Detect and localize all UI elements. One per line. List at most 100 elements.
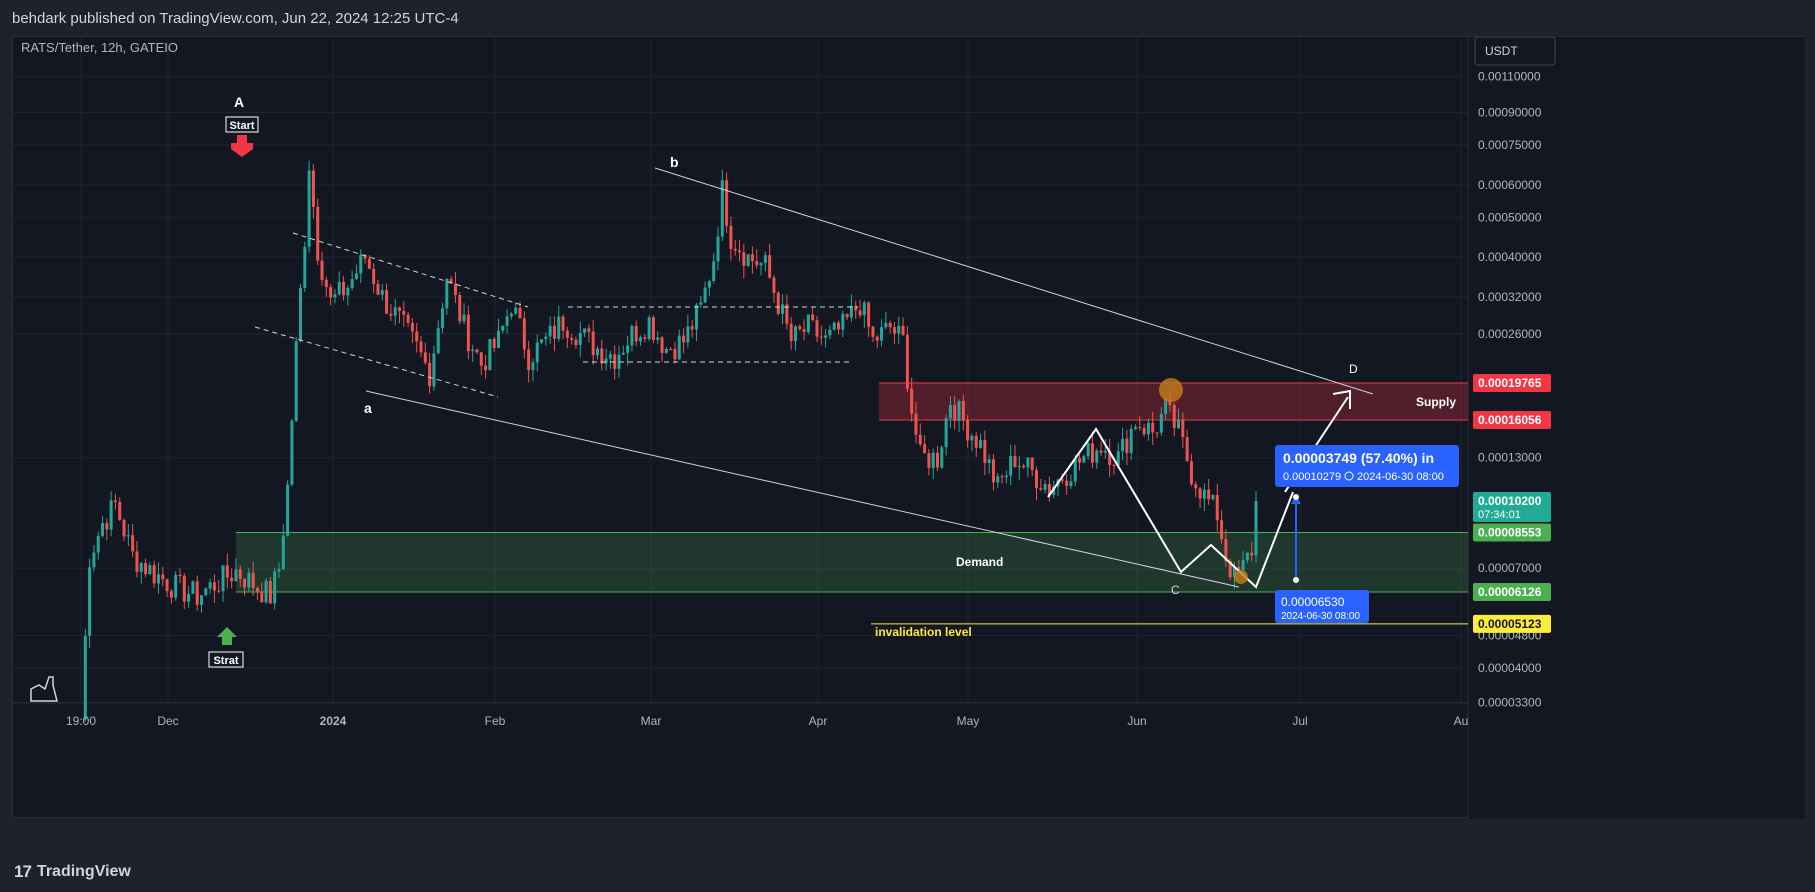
candle-body	[811, 314, 815, 321]
candle-body	[1009, 455, 1013, 476]
candle-body	[204, 588, 208, 596]
candle-body	[1146, 422, 1150, 435]
candle-body	[333, 294, 337, 298]
candle-body	[406, 314, 410, 323]
candle-body	[1121, 438, 1125, 452]
candle-body	[694, 304, 698, 330]
candle-body	[1108, 450, 1112, 466]
candle-body	[828, 329, 832, 336]
candle-body	[1189, 461, 1193, 485]
candle-body	[858, 310, 862, 316]
start-arrow-icon	[231, 143, 253, 157]
candle-body	[707, 281, 711, 288]
candle-body	[273, 571, 277, 604]
replay-dino-icon[interactable]	[30, 676, 58, 702]
candle-body	[647, 317, 651, 339]
candle-body	[152, 565, 156, 584]
candle-body	[144, 562, 148, 575]
candle-body	[639, 337, 643, 342]
candle-body	[324, 279, 328, 288]
candle-body	[944, 418, 948, 448]
candle-body	[479, 352, 483, 366]
candle-body	[845, 313, 849, 318]
candle-body	[342, 281, 346, 296]
candle-body	[501, 325, 505, 331]
candle-body	[837, 322, 841, 330]
candle-body	[1052, 486, 1056, 495]
candle-body	[1078, 458, 1082, 463]
candle-body	[548, 325, 552, 337]
candle-body	[453, 283, 457, 295]
candle-body	[815, 320, 819, 337]
candle-body	[109, 500, 113, 530]
measure-start-value: 0.00006530	[1281, 595, 1345, 609]
chart-canvas[interactable]: Supply Demand invalidation level Aa b C D Start…	[13, 37, 1805, 819]
candle-body	[561, 316, 565, 331]
candle-body	[1017, 465, 1021, 468]
candle-body	[488, 338, 492, 371]
candle-body	[484, 365, 488, 371]
candle-body	[1030, 457, 1034, 471]
candle-body	[552, 325, 556, 339]
price-tag	[1473, 411, 1551, 430]
currency-label: USDT	[1485, 44, 1518, 58]
y-tick-label: 0.00032000	[1478, 290, 1542, 304]
x-tick-label: Au	[1454, 714, 1469, 728]
candle-body	[1172, 404, 1176, 429]
candle-body	[983, 440, 987, 464]
candle-body	[699, 302, 703, 305]
candle-body	[763, 255, 767, 263]
candle-body	[316, 206, 320, 261]
candle-body	[677, 335, 681, 360]
measure-start-time: 2024-06-30 08:00	[1281, 611, 1360, 622]
candle-body	[346, 287, 350, 296]
candle-body	[458, 294, 462, 322]
candle-body	[712, 261, 716, 282]
candle-body	[871, 326, 875, 337]
candle-body	[354, 273, 358, 280]
candle-body	[531, 362, 535, 371]
candle-body	[1194, 484, 1198, 489]
candle-body	[419, 341, 423, 353]
candle-body	[819, 336, 823, 338]
candle-body	[281, 535, 285, 570]
candle-body	[380, 290, 384, 295]
candle-body	[759, 262, 763, 266]
candle-body	[264, 581, 268, 603]
tradingview-logo-icon: 17	[14, 862, 32, 881]
candle-body	[208, 582, 212, 589]
candle-body	[260, 591, 264, 603]
price-tag	[1473, 583, 1551, 601]
candle-body	[961, 401, 965, 421]
candle-body	[415, 331, 419, 342]
x-tick-label: Jul	[1292, 714, 1307, 728]
candle-body	[953, 405, 957, 421]
currency-box[interactable]	[1474, 37, 1556, 66]
candle-body	[135, 551, 139, 572]
candle-body	[268, 581, 272, 604]
candle-body	[139, 562, 143, 572]
price-tag-countdown: 07:34:01	[1478, 509, 1521, 521]
candle-body	[1177, 419, 1181, 429]
candle-body	[105, 523, 109, 530]
candle-body	[651, 317, 655, 340]
candle-body	[255, 588, 259, 592]
candle-body	[888, 322, 892, 328]
measure-detail-time: 2024-06-30 08:00	[1357, 471, 1444, 483]
candle-body	[957, 401, 961, 421]
candle-body	[187, 593, 191, 602]
candle-body	[449, 279, 453, 284]
candle-body	[191, 581, 195, 594]
tradingview-logo[interactable]: 17 TradingView	[14, 862, 131, 882]
candle-body	[1202, 489, 1206, 499]
candle-body	[156, 574, 160, 584]
x-tick-label: Feb	[485, 714, 506, 728]
candle-body	[462, 314, 466, 322]
candle-body	[118, 502, 122, 520]
y-tick-label: 0.00007000	[1478, 561, 1542, 575]
measure-detail-value: 0.00010279	[1283, 471, 1341, 483]
candle-body	[682, 335, 686, 343]
candle-body	[200, 595, 204, 605]
candle-body	[445, 279, 449, 309]
